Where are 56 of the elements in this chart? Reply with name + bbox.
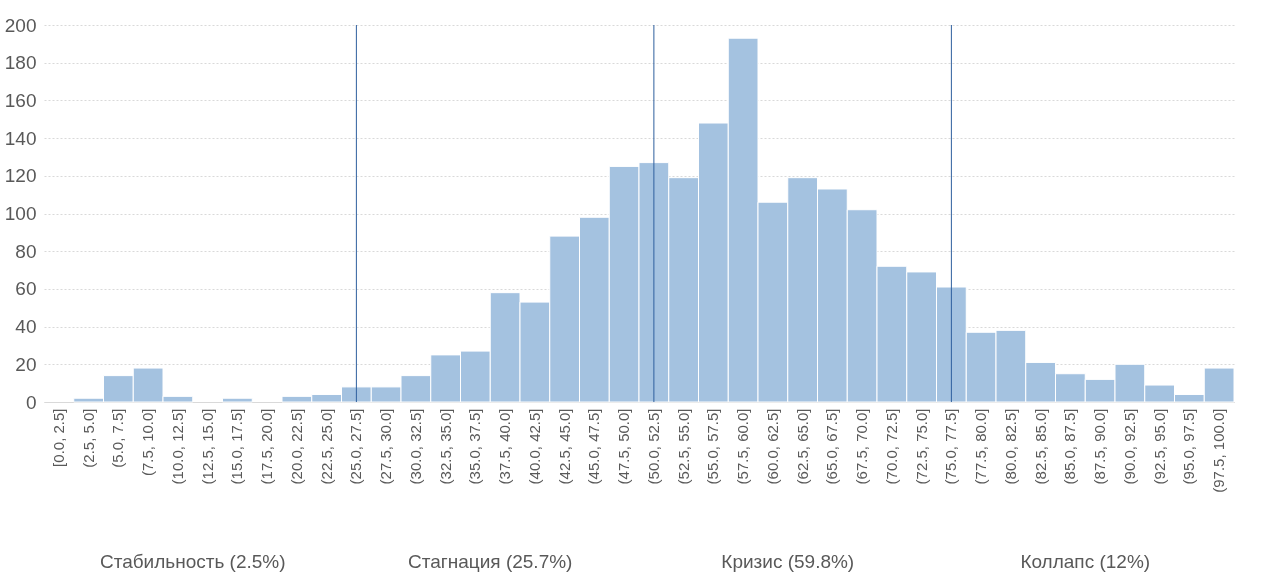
x-tick-label: (85.0, 87.5]: [1061, 408, 1079, 485]
x-tick-label: (90.0, 92.5]: [1120, 408, 1138, 485]
x-tick-label: (7.5, 10.0]: [139, 408, 157, 477]
x-tick-label: (30.0, 32.5]: [406, 408, 424, 485]
x-tick-label: (97.5, 100.0]: [1210, 408, 1228, 493]
x-tick-label: (32.5, 35.0]: [436, 408, 454, 485]
text: Стабильность (2.5%): [99, 551, 286, 572]
x-tick-label: (92.5, 95.0]: [1150, 408, 1168, 485]
x-tick-label: (22.5, 25.0]: [317, 408, 335, 485]
x-tick-label: (72.5, 75.0]: [912, 408, 930, 485]
y-tick-label: 40: [15, 316, 37, 338]
x-tick-label: (57.5, 60.0]: [734, 408, 752, 485]
x-tick-label: (77.5, 80.0]: [972, 408, 990, 485]
x-tick-label: (65.0, 67.5]: [823, 408, 841, 485]
x-tick-label: (27.5, 30.0]: [377, 408, 395, 485]
y-tick-label: 80: [15, 240, 37, 262]
y-tick-label: 100: [4, 203, 37, 224]
x-tick-label: (47.5, 50.0]: [615, 408, 633, 485]
x-tick-label: (20.0, 22.5]: [287, 408, 305, 485]
x-tick-label: (95.0, 97.5]: [1180, 408, 1198, 485]
x-tick-label: (2.5, 5.0]: [79, 408, 97, 468]
y-tick-label: 200: [4, 14, 37, 36]
x-tick-label: (70.0, 72.5]: [882, 408, 900, 485]
y-tick-label: 180: [4, 52, 37, 74]
y-tick-label: 0: [25, 391, 37, 413]
x-tick-label: (45.0, 47.5]: [585, 408, 603, 485]
x-tick-label: (17.5, 20.0]: [258, 408, 276, 485]
text: Кризис (59.8%): [721, 551, 855, 572]
y-tick-label: 60: [15, 278, 37, 300]
bar: [222, 397, 253, 403]
x-tick-label: (60.0, 62.5]: [763, 408, 781, 485]
text: Стагнация (25.7%): [408, 551, 573, 572]
x-tick-label: (42.5, 45.0]: [555, 408, 573, 485]
x-tick-label: (52.5, 55.0]: [674, 408, 692, 485]
x-tick-label: (75.0, 77.5]: [942, 408, 960, 485]
x-tick-label: (40.0, 42.5]: [525, 408, 543, 485]
y-tick-label: 140: [4, 127, 37, 149]
x-tick-label: (62.5, 65.0]: [793, 408, 811, 485]
x-tick-label: (55.0, 57.5]: [704, 408, 722, 485]
x-tick-label: (50.0, 52.5]: [644, 408, 662, 485]
x-tick-label: (80.0, 82.5]: [1001, 408, 1019, 485]
y-tick-label: 120: [4, 165, 37, 187]
x-tick-label: (82.5, 85.0]: [1031, 408, 1049, 485]
x-tick-label: (10.0, 12.5]: [168, 408, 186, 485]
y-tick-label: 20: [15, 353, 37, 375]
y-tick-label: 160: [4, 89, 37, 111]
x-tick-label: (37.5, 40.0]: [496, 408, 514, 485]
text: Коллапс (12%): [1020, 551, 1151, 572]
x-tick-label: (35.0, 37.5]: [466, 408, 484, 485]
x-tick-label: (15.0, 17.5]: [228, 408, 246, 485]
x-tick-label: (12.5, 15.0]: [198, 408, 216, 485]
x-tick-label: (25.0, 27.5]: [347, 408, 365, 485]
x-tick-label: (5.0, 7.5]: [109, 408, 127, 468]
x-tick-label: (87.5, 90.0]: [1091, 408, 1109, 485]
x-tick-label: (67.5, 70.0]: [853, 408, 871, 485]
x-tick-label: [0.0, 2.5]: [49, 408, 67, 467]
